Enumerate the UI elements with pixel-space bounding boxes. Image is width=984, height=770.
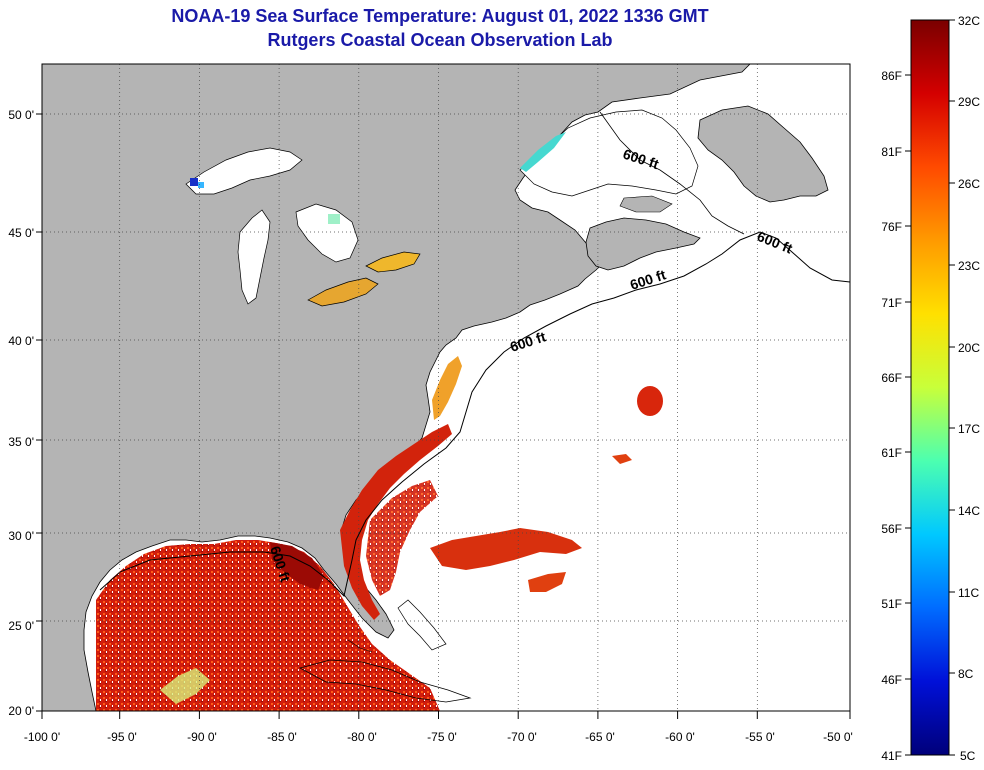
atlantic-patch-2 bbox=[528, 572, 566, 592]
colorbar-fahrenheit-label: 76F bbox=[881, 220, 902, 234]
colorbar-fahrenheit-label: 71F bbox=[881, 296, 902, 310]
colorbar-celsius-label: 23C bbox=[958, 259, 980, 273]
lon-tick-label: -50 0' bbox=[823, 730, 853, 744]
colorbar-celsius-label: 5C bbox=[960, 749, 976, 763]
gulf-cool-streak bbox=[160, 668, 210, 704]
lake-superior bbox=[185, 147, 303, 195]
lat-axis: 20 0' 25 0' 30 0' 35 0' 40 0' 45 0' 50 0… bbox=[8, 108, 42, 718]
colorbar-fahrenheit-label: 46F bbox=[881, 673, 902, 687]
colorbar-fahrenheit-label: 51F bbox=[881, 597, 902, 611]
land-pei bbox=[619, 195, 673, 213]
lon-tick-label: -100 0' bbox=[24, 730, 60, 744]
warm-eddy bbox=[637, 386, 663, 416]
cool-spot-superior bbox=[198, 182, 204, 188]
gulf-warm-core bbox=[270, 542, 324, 590]
lon-tick-label: -55 0' bbox=[745, 730, 775, 744]
shelf-warm-band bbox=[432, 356, 462, 420]
lake-michigan bbox=[237, 209, 271, 305]
lon-tick-label: -95 0' bbox=[107, 730, 137, 744]
lat-tick-label: 50 0' bbox=[8, 108, 34, 122]
colorbar-celsius-label: 8C bbox=[958, 667, 974, 681]
graticule bbox=[42, 64, 850, 711]
colorbar-celsius-label: 26C bbox=[958, 177, 980, 191]
land-nova-scotia bbox=[585, 217, 701, 271]
colorbar-celsius-label: 14C bbox=[958, 504, 980, 518]
colorbar-celsius-label: 20C bbox=[958, 341, 980, 355]
lat-tick-label: 30 0' bbox=[8, 529, 34, 543]
gulf-stream-scatter bbox=[366, 480, 438, 596]
map-area bbox=[42, 64, 850, 711]
lat-tick-label: 40 0' bbox=[8, 334, 34, 348]
map-subtitle: Rutgers Coastal Ocean Observation Lab bbox=[267, 30, 613, 50]
land-newfoundland bbox=[697, 105, 829, 203]
land-florida-keys bbox=[347, 639, 373, 653]
colorbar-fahrenheit-label: 56F bbox=[881, 522, 902, 536]
map-frame bbox=[41, 63, 851, 712]
lake-ontario bbox=[365, 251, 421, 273]
lon-tick-label: -60 0' bbox=[665, 730, 695, 744]
cold-spot-superior bbox=[190, 178, 198, 186]
atlantic-patch-1 bbox=[430, 528, 582, 570]
map-title: NOAA-19 Sea Surface Temperature: August … bbox=[171, 6, 709, 26]
colorbar-celsius-label: 17C bbox=[958, 422, 980, 436]
lat-tick-label: 25 0' bbox=[8, 619, 34, 633]
lat-tick-label: 45 0' bbox=[8, 226, 34, 240]
gulf-stream bbox=[340, 424, 452, 620]
lake-erie bbox=[307, 277, 379, 307]
lon-tick-label: -70 0' bbox=[507, 730, 537, 744]
lon-tick-label: -65 0' bbox=[585, 730, 615, 744]
gulf-of-st-lawrence bbox=[519, 109, 699, 197]
isobath-600ft-gulf bbox=[599, 111, 745, 235]
land-cuba bbox=[298, 659, 472, 703]
land-bahamas bbox=[397, 599, 447, 651]
lon-tick-label: -75 0' bbox=[427, 730, 457, 744]
lon-tick-label: -80 0' bbox=[347, 730, 377, 744]
lat-tick-label: 35 0' bbox=[8, 435, 34, 449]
lake-huron bbox=[295, 203, 359, 263]
lon-tick-label: -90 0' bbox=[187, 730, 217, 744]
colorbar-fahrenheit-label: 81F bbox=[881, 145, 902, 159]
lon-tick-label: -85 0' bbox=[267, 730, 297, 744]
lat-tick-label: 20 0' bbox=[8, 704, 34, 718]
st-lawrence-cool bbox=[520, 132, 566, 172]
colorbar-fahrenheit-label: 86F bbox=[881, 69, 902, 83]
colorbar-celsius-label: 29C bbox=[958, 95, 980, 109]
atlantic-patch-3 bbox=[612, 454, 632, 464]
lon-axis: -100 0' -95 0' -90 0' -85 0' -80 0' -75 … bbox=[24, 711, 853, 744]
colorbar-fahrenheit-label: 61F bbox=[881, 446, 902, 460]
colorbar: 32C 29C 26C 23C 20C 17C 14C 11C 8C 5C 86… bbox=[881, 14, 980, 763]
colorbar-gradient bbox=[910, 19, 950, 756]
gulf-of-mexico-sst bbox=[96, 540, 440, 711]
colorbar-celsius-label: 11C bbox=[958, 586, 979, 600]
colorbar-celsius-label: 32C bbox=[958, 14, 980, 28]
colorbar-fahrenheit-label: 41F bbox=[881, 749, 902, 763]
cool-patch-huron bbox=[328, 214, 340, 224]
colorbar-fahrenheit-label: 66F bbox=[881, 371, 902, 385]
isobath-600ft-line bbox=[99, 231, 850, 597]
